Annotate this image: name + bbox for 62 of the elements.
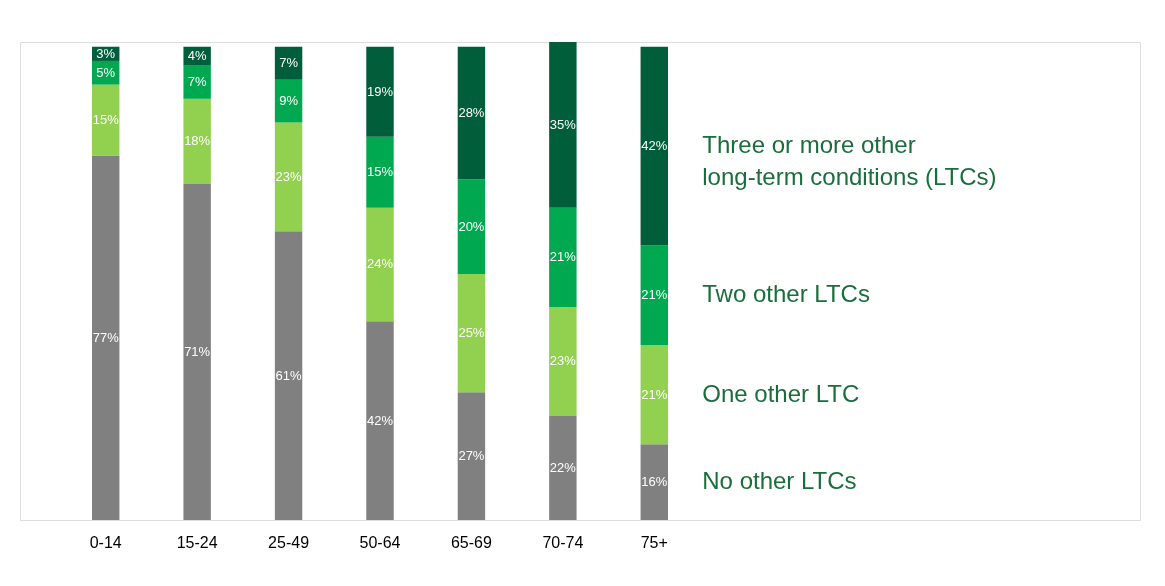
series-label: Two other LTCs [702,280,870,308]
bar [457,392,486,520]
data-label: 35% [549,116,577,132]
bar [549,207,577,308]
bar [183,183,211,520]
bar [274,231,303,520]
data-label: 23% [275,168,303,184]
x-tick-label: 75+ [640,533,668,551]
data-label: 42% [366,412,394,428]
data-label: 71% [184,343,211,359]
x-tick-label: 0-14 [89,533,122,551]
data-label: 3% [96,45,116,61]
data-label: 24% [366,256,394,272]
data-label: 15% [92,112,120,128]
bar [640,344,668,445]
bar [183,65,211,99]
data-label: 16% [641,474,668,490]
bar [457,273,486,393]
bar [366,321,394,520]
data-label: 42% [641,138,668,154]
data-label: 27% [458,448,485,464]
data-label: 77% [92,329,120,345]
data-label: 21% [641,287,668,303]
data-label: 25% [458,325,485,341]
bar [274,122,303,232]
data-label: 9% [279,93,299,109]
x-tick-label: 15-24 [176,533,218,551]
bar [183,98,211,184]
data-label: 20% [458,218,485,234]
bar [549,415,577,520]
bar [549,42,577,208]
bar [457,46,486,180]
bar [92,84,120,156]
data-label: 22% [549,459,577,475]
bar [366,46,394,137]
data-label: 21% [549,249,577,265]
bar [457,179,486,274]
bar [640,245,668,345]
data-label: 21% [641,386,668,402]
bar [549,307,577,416]
data-label: 7% [279,55,299,71]
x-tick-label: 25-49 [268,533,310,551]
bar [92,155,120,520]
data-label: 18% [184,133,211,149]
data-label: 28% [458,104,485,120]
series-label: No other LTCs [702,467,857,495]
bar [640,46,668,246]
data-label: 15% [366,164,394,180]
data-label: 7% [187,74,207,90]
data-label: 19% [366,83,394,99]
x-tick-label: 50-64 [359,533,401,551]
data-label: 5% [96,64,116,80]
series-label: Three or more other long-term conditions (LTCs) [702,131,997,191]
data-label: 4% [187,48,207,64]
bar [366,207,394,322]
data-label: 23% [549,353,577,369]
bar [640,444,668,520]
data-label: 61% [275,367,303,383]
x-tick-label: 65-69 [450,533,492,551]
bar [366,136,394,208]
x-tick-label: 70-74 [542,533,584,551]
series-label: One other LTC [702,379,860,407]
